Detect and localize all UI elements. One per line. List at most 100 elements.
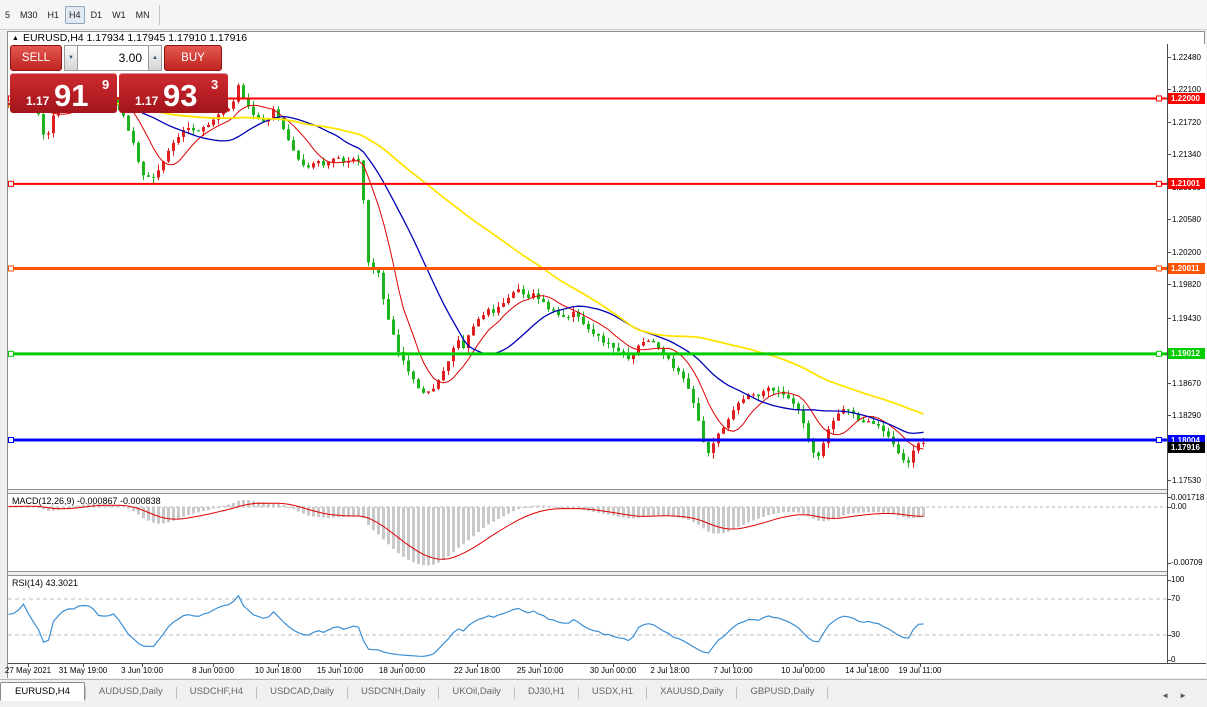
pane-separator[interactable] xyxy=(8,571,1206,576)
hline-handle[interactable] xyxy=(8,180,14,187)
ma-slow-line xyxy=(8,102,924,415)
one-click-trading-panel: SELL ▼ ▲ BUY 1.17 91 9 1.17 93 3 xyxy=(10,45,228,113)
time-axis-tick xyxy=(867,663,868,667)
trade-controls-row: SELL ▼ ▲ BUY xyxy=(10,45,228,71)
hline-handle[interactable] xyxy=(1156,180,1162,187)
tab-audusd-daily[interactable]: AUDUSD,Daily xyxy=(98,686,163,697)
time-axis-tick xyxy=(340,663,341,667)
tab-dj30-h1[interactable]: DJ30,H1 xyxy=(527,686,565,697)
hline-handle[interactable] xyxy=(8,265,14,272)
buy-price-display[interactable]: 1.17 93 3 xyxy=(119,73,228,113)
timeframe-button-h4[interactable]: H4 xyxy=(65,5,85,24)
buy-button[interactable]: BUY xyxy=(164,45,222,71)
price-line-badge-1.18004: 1.18004 xyxy=(1168,434,1205,446)
tab-ukoil-daily[interactable]: UKOil,Daily xyxy=(452,686,501,697)
tab-separator xyxy=(827,687,829,699)
macd-axis-tick xyxy=(1167,497,1171,498)
hline-handle[interactable] xyxy=(1156,265,1162,272)
sell-price-display[interactable]: 1.17 91 9 xyxy=(10,73,117,113)
price-axis-tick xyxy=(1167,121,1171,123)
rsi-axis-label: 0 xyxy=(1171,655,1176,664)
timeframe-toolbar: 5 M30 H1 H4 D1 W1 MN xyxy=(0,0,1207,30)
tab-separator xyxy=(175,687,177,699)
tab-usdchf-h4[interactable]: USDCHF,H4 xyxy=(189,686,244,697)
macd-indicator-canvas[interactable] xyxy=(8,494,1167,571)
price-line-badge-1.21001: 1.21001 xyxy=(1168,178,1205,190)
time-axis[interactable] xyxy=(8,663,1206,678)
rsi-axis-tick xyxy=(1167,660,1171,661)
timeframe-button-h1[interactable]: H1 xyxy=(47,9,60,20)
time-axis-label: 25 Jun 10:00 xyxy=(516,666,564,675)
time-axis-tick xyxy=(213,663,214,667)
price-chart-canvas[interactable] xyxy=(8,44,1167,489)
time-axis-tick xyxy=(278,663,279,667)
tab-usdx-h1[interactable]: USDX,H1 xyxy=(591,686,634,697)
macd-axis-label: -0.00709 xyxy=(1171,558,1203,567)
volume-increase-button[interactable]: ▲ xyxy=(148,45,162,71)
hline-handle[interactable] xyxy=(8,350,14,357)
time-axis-tick xyxy=(733,663,734,667)
price-axis-label: 1.18290 xyxy=(1172,411,1201,421)
toolbar-separator xyxy=(158,4,160,25)
time-axis-label: 31 May 19:00 xyxy=(58,666,108,675)
sell-button[interactable]: SELL xyxy=(10,45,62,71)
timeframe-button-d1[interactable]: D1 xyxy=(90,9,103,20)
symbol-tab-bar: EURUSD,H4 AUDUSD,Daily USDCHF,H4 USDCAD,Dai… xyxy=(0,679,1207,707)
tab-separator xyxy=(736,687,738,699)
timeframe-button-mn[interactable]: MN xyxy=(135,9,150,20)
candles-layer xyxy=(8,83,925,468)
rsi-axis-tick xyxy=(1167,580,1171,581)
hline-handle[interactable] xyxy=(1156,95,1162,102)
price-axis-label: 1.22100 xyxy=(1172,85,1201,95)
time-axis-label: 3 Jun 10:00 xyxy=(121,666,163,675)
collapse-icon[interactable]: ▲ xyxy=(12,35,19,42)
price-axis-tick xyxy=(1167,56,1171,58)
sell-price-sup: 9 xyxy=(102,77,110,92)
volume-input[interactable] xyxy=(78,45,148,71)
tab-xauusd-daily[interactable]: XAUUSD,Daily xyxy=(660,686,724,697)
pane-separator[interactable] xyxy=(8,489,1206,494)
rsi-line xyxy=(8,594,924,657)
rsi-indicator-canvas[interactable] xyxy=(8,575,1167,663)
price-axis-tick xyxy=(1167,219,1171,221)
time-axis-tick xyxy=(920,663,921,667)
time-axis-label: 27 May 2021 xyxy=(4,666,52,675)
price-axis-tick xyxy=(1167,382,1171,384)
hline-handle[interactable] xyxy=(1156,437,1162,443)
sell-price-small: 1.17 xyxy=(26,94,50,108)
rsi-label: RSI(14) 43.3021 xyxy=(12,578,79,588)
time-axis-label: 15 Jun 10:00 xyxy=(316,666,364,675)
time-axis-tick xyxy=(613,663,614,667)
price-axis-label: 1.18670 xyxy=(1172,378,1201,388)
timeframe-button-m30[interactable]: M30 xyxy=(20,9,38,20)
tab-separator xyxy=(84,687,86,699)
rsi-axis-tick xyxy=(1167,635,1171,636)
price-line-badge-1.22000: 1.22000 xyxy=(1168,93,1205,104)
rsi-axis-label: 70 xyxy=(1171,594,1180,603)
price-axis-label: 1.21720 xyxy=(1172,117,1201,127)
time-axis-label: 18 Jun 00:00 xyxy=(378,666,426,675)
timeframe-button-w1[interactable]: W1 xyxy=(112,9,126,20)
tab-scroll-arrows: ◄► xyxy=(1161,691,1197,700)
tab-usdcad-daily[interactable]: USDCAD,Daily xyxy=(270,686,334,697)
ma-medium-line xyxy=(8,103,924,435)
hline-handle[interactable] xyxy=(1156,350,1162,357)
buy-price-sup: 3 xyxy=(211,77,219,92)
macd-axis-label: 0.00 xyxy=(1171,502,1187,511)
price-axis-tick xyxy=(1167,317,1171,319)
time-axis-tick xyxy=(142,663,143,667)
time-axis-label: 22 Jun 18:00 xyxy=(453,666,501,675)
tab-usdcnh-daily[interactable]: USDCNH,Daily xyxy=(360,686,426,697)
price-axis-tick xyxy=(1167,284,1171,286)
chart-title-bar: ▲ EURUSD,H4 1.17934 1.17945 1.17910 1.179… xyxy=(9,33,1199,44)
tab-scroll-left-icon[interactable]: ◄ xyxy=(1161,691,1180,700)
tab-scroll-right-icon[interactable]: ► xyxy=(1179,691,1197,700)
volume-decrease-button[interactable]: ▼ xyxy=(64,45,78,71)
buy-price-big: 93 xyxy=(163,78,198,113)
tab-gbpusd-daily[interactable]: GBPUSD,Daily xyxy=(750,686,815,697)
tab-separator xyxy=(438,687,440,699)
hline-handle[interactable] xyxy=(8,437,14,443)
timeframe-button-5[interactable]: 5 xyxy=(5,9,11,20)
macd-axis-tick xyxy=(1167,507,1171,508)
tab-eurusd-h4[interactable]: EURUSD,H4 xyxy=(0,682,85,701)
